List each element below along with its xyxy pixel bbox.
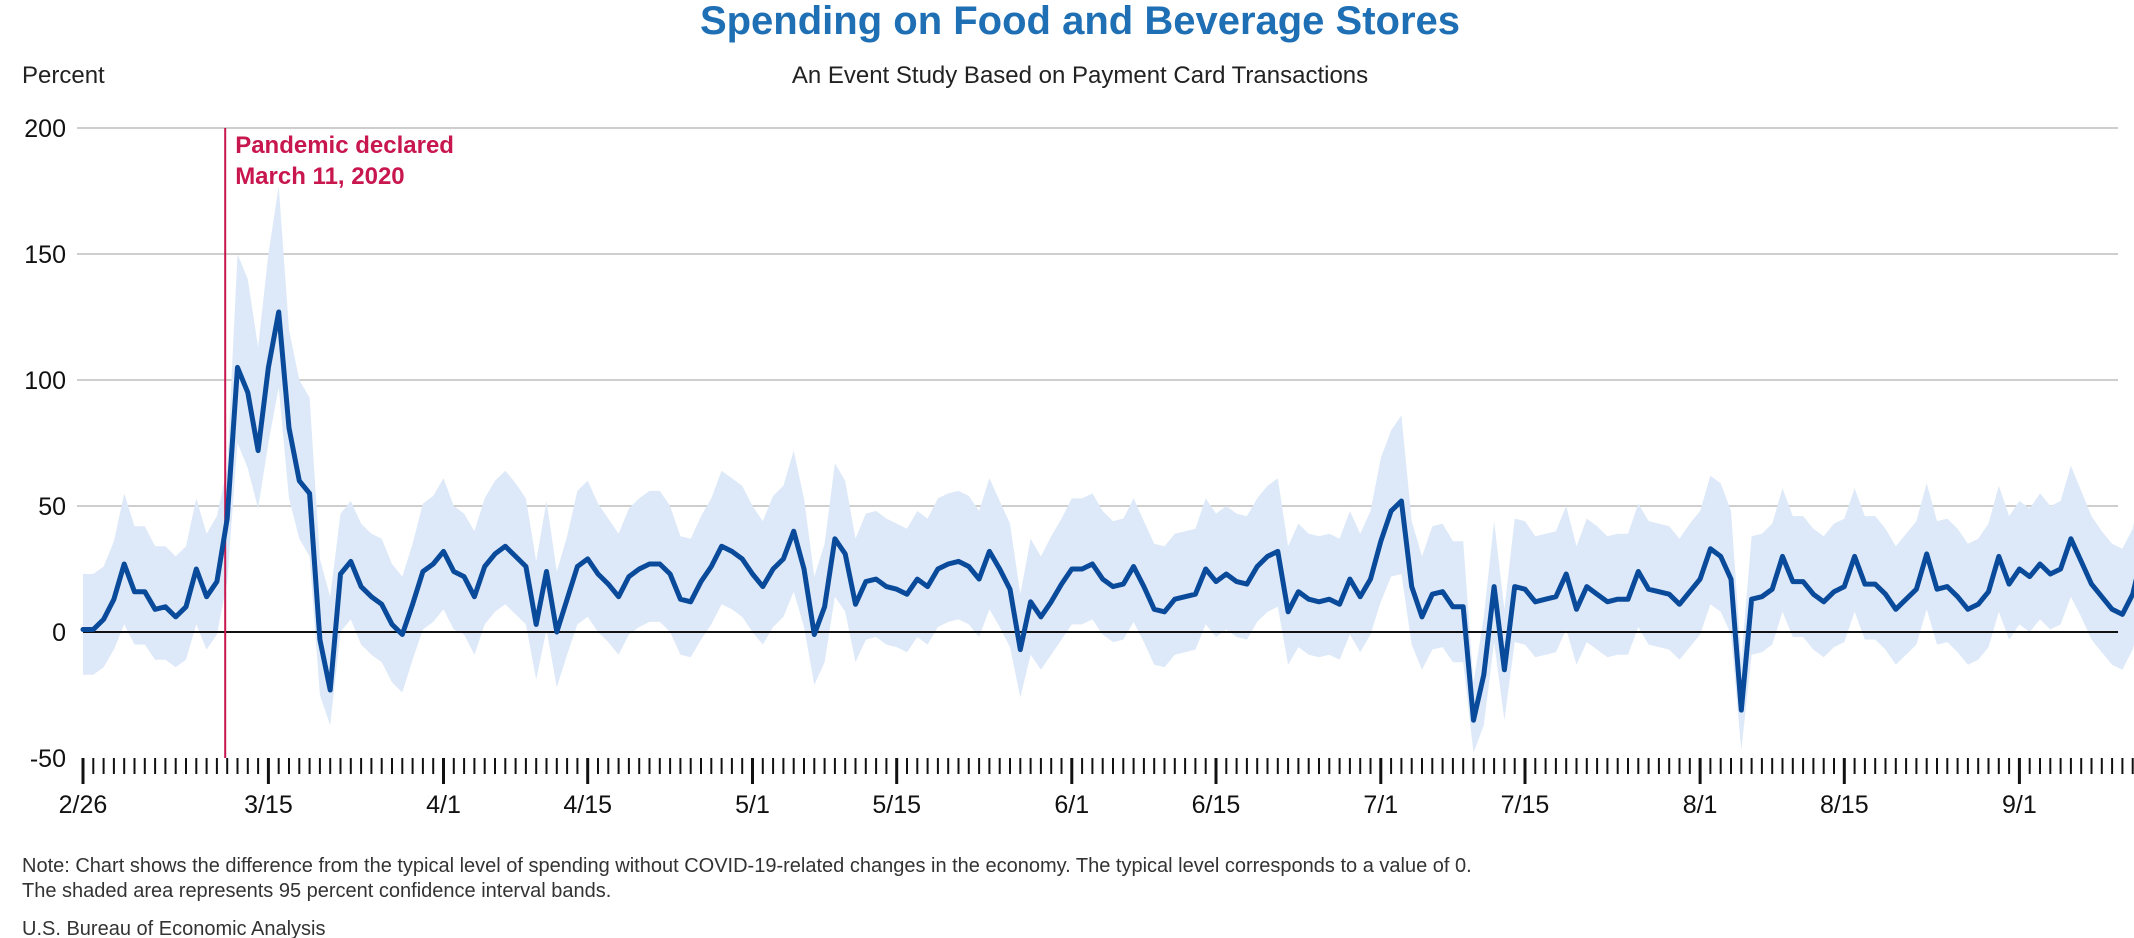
confidence-band: [83, 186, 2134, 753]
x-tick-label: 6/1: [1054, 791, 1089, 819]
x-tick-label: 8/1: [1683, 791, 1718, 819]
chart-title: Spending on Food and Beverage Stores: [700, 0, 1460, 43]
y-tick-label: 200: [24, 115, 66, 143]
x-tick-label: 8/15: [1820, 791, 1869, 819]
y-axis-ticks: -50 0 50 100 150 200: [24, 115, 66, 773]
pandemic-annotation: Pandemic declared March 11, 2020: [235, 132, 454, 190]
x-tick-label: 7/1: [1363, 791, 1398, 819]
x-tick-label: 4/1: [426, 791, 461, 819]
x-axis: 2/26 3/15 4/1 4/15 5/1 5/15 6/1 6/15 7/1 7/15 8/1 8…: [59, 758, 2134, 819]
y-tick-label: -50: [30, 745, 66, 773]
note-line-1: Note: Chart shows the difference from th…: [22, 855, 1472, 877]
y-tick-label: 0: [52, 619, 66, 647]
spending-series-line: [80, 309, 2134, 723]
x-tick-label: 4/15: [563, 791, 612, 819]
y-tick-label: 100: [24, 367, 66, 395]
annotation-line-2: March 11, 2020: [235, 163, 404, 190]
x-tick-label: 6/15: [1192, 791, 1241, 819]
note-line-2: The shaded area represents 95 percent co…: [22, 880, 611, 902]
x-tick-label: 9/1: [2002, 791, 2037, 819]
source-text: U.S. Bureau of Economic Analysis: [22, 918, 325, 938]
x-tick-label: 2/26: [59, 791, 108, 819]
annotation-line-1: Pandemic declared: [235, 132, 454, 159]
x-tick-label: 3/15: [244, 791, 293, 819]
chart-subtitle: An Event Study Based on Payment Card Tra…: [792, 62, 1368, 89]
y-tick-label: 150: [24, 241, 66, 269]
x-tick-label: 5/15: [872, 791, 921, 819]
x-tick-label: 5/1: [735, 791, 770, 819]
y-tick-label: 50: [38, 493, 66, 521]
x-tick-label: 7/15: [1501, 791, 1550, 819]
y-axis-label: Percent: [22, 62, 105, 89]
